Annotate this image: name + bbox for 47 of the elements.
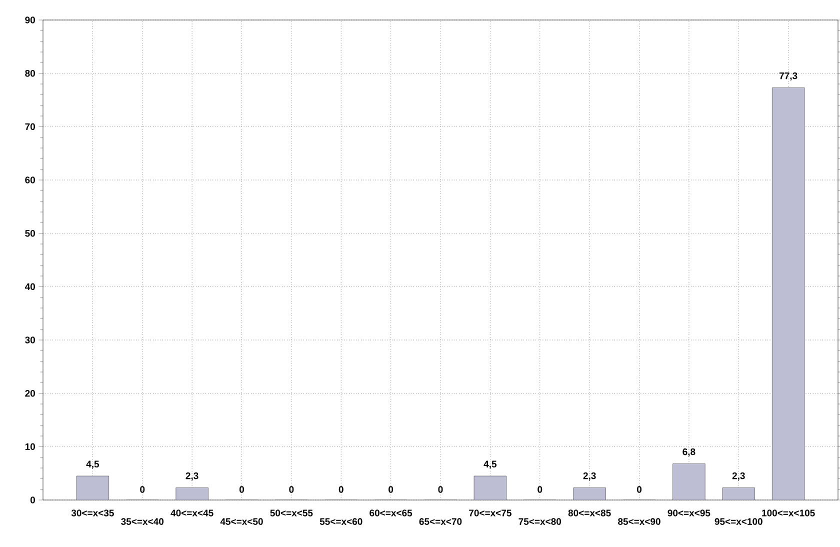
data-label: 6,8 <box>682 448 696 457</box>
bar <box>672 464 706 500</box>
x-tick-label: 90<=x<95 <box>668 510 710 516</box>
x-tick-label: 70<=x<75 <box>469 510 512 516</box>
data-label: 2,3 <box>732 472 745 481</box>
x-tick-label: 65<=x<70 <box>419 518 462 525</box>
x-tick-label: 40<=x<45 <box>170 510 214 516</box>
x-tick-label: 100<=x<105 <box>762 510 815 516</box>
bar <box>76 476 109 500</box>
bar <box>573 488 606 500</box>
x-tick-label: 60<=x<65 <box>370 510 412 516</box>
x-tick-label: 75<=x<80 <box>518 518 562 525</box>
x-tick-label: 95<=x<100 <box>714 518 762 525</box>
y-tick-label: 80 <box>25 70 35 77</box>
bar <box>772 88 805 500</box>
data-label: 0 <box>289 486 294 493</box>
x-tick-label: 50<=x<55 <box>270 510 313 516</box>
x-tick-label: 80<=x<85 <box>568 510 611 516</box>
data-label: 77,3 <box>779 72 798 81</box>
data-label: 0 <box>636 486 642 493</box>
data-label: 0 <box>438 486 443 493</box>
y-tick-label: 50 <box>25 230 35 237</box>
x-tick-label: 35<=x<40 <box>121 518 164 525</box>
y-tick-label: 30 <box>25 336 35 344</box>
data-label: 0 <box>140 486 145 493</box>
x-tick-label: 85<=x<90 <box>618 518 660 525</box>
data-label: 2,3 <box>186 472 198 481</box>
data-label: 4,5 <box>484 460 497 469</box>
x-tick-label: 45<=x<50 <box>220 518 263 525</box>
data-label: 4,5 <box>86 460 100 469</box>
x-tick-label: 30<=x<35 <box>71 510 114 516</box>
data-label: 2,3 <box>583 472 596 481</box>
y-tick-label: 40 <box>24 283 35 290</box>
y-tick-label: 90 <box>25 16 35 24</box>
bar <box>474 476 506 500</box>
y-tick-label: 70 <box>25 123 35 130</box>
x-tick-label: 55<=x<60 <box>320 518 362 525</box>
y-tick-label: 0 <box>30 496 35 504</box>
y-tick-label: 20 <box>25 390 35 397</box>
y-tick-label: 60 <box>25 176 35 184</box>
y-tick-label: 10 <box>25 443 35 450</box>
data-label: 0 <box>239 486 244 493</box>
data-label: 0 <box>538 486 542 493</box>
data-label: 0 <box>388 486 394 493</box>
bar <box>176 488 208 500</box>
data-label: 0 <box>338 486 344 493</box>
bar <box>722 488 755 500</box>
